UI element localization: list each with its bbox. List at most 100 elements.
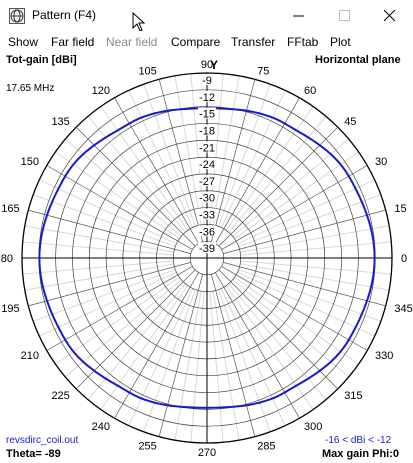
- angle-spoke: [75, 126, 196, 247]
- angle-tick-label: 150: [21, 156, 39, 168]
- minor-spoke: [39, 271, 177, 337]
- angle-spoke: [221, 266, 368, 351]
- minor-spoke: [228, 283, 327, 401]
- angle-spoke: [158, 274, 203, 437]
- tick-label-bg: [198, 158, 216, 170]
- angle-spoke: [114, 272, 199, 419]
- tick-label-bg: [198, 141, 216, 153]
- radial-tick-label: -12: [199, 92, 215, 104]
- minor-spoke: [22, 260, 174, 275]
- angle-tick-label: 300: [304, 421, 322, 433]
- minor-spoke: [128, 90, 194, 228]
- angle-spoke: [215, 272, 300, 419]
- minor-spoke: [209, 291, 224, 443]
- minor-spoke: [220, 288, 286, 426]
- minor-spoke: [128, 288, 194, 426]
- minor-spoke: [238, 194, 382, 247]
- minor-spoke: [64, 138, 182, 237]
- angle-spoke: [158, 79, 203, 242]
- angle-tick-label: 210: [21, 350, 39, 362]
- angle-tick-label: 225: [51, 390, 69, 402]
- angle-tick-label: 0: [401, 253, 407, 265]
- radial-tick-label: -30: [199, 193, 215, 205]
- menu-near-field[interactable]: Near field: [106, 35, 158, 49]
- menu-compare[interactable]: Compare: [171, 35, 221, 49]
- angle-tick-label: 315: [344, 390, 362, 402]
- menu-show[interactable]: Show: [8, 35, 39, 49]
- minor-spoke: [220, 90, 286, 228]
- minor-spoke: [240, 260, 392, 275]
- minor-spoke: [225, 106, 314, 231]
- menu-fftab[interactable]: FFtab: [287, 35, 319, 49]
- menu-bar: Show Far field Near field Compare Transf…: [0, 31, 413, 52]
- minor-spoke: [218, 83, 271, 227]
- polar-plot: 0 15 30 45 60 75 90 105 120 135 150 165 180 195 210 225…: [0, 59, 413, 459]
- minor-spoke: [218, 289, 271, 433]
- minor-spoke: [100, 106, 189, 231]
- mouse-cursor-icon: [132, 12, 146, 32]
- gain-trace: [38, 107, 376, 409]
- radial-tick-label: -15: [199, 109, 215, 121]
- minimize-button[interactable]: [276, 0, 322, 30]
- max-gain-label: Max gain Phi:0: [322, 448, 400, 460]
- tick-label-bg: [198, 90, 216, 102]
- close-button[interactable]: [367, 0, 413, 30]
- angle-spoke: [114, 97, 199, 244]
- minor-spoke: [55, 151, 180, 240]
- tick-label-bg: [198, 124, 216, 136]
- angle-spoke: [223, 209, 386, 254]
- minor-spoke: [55, 276, 180, 365]
- angle-spoke: [223, 262, 386, 307]
- minor-spoke: [237, 271, 375, 337]
- minor-spoke: [238, 269, 382, 322]
- minor-spoke: [64, 279, 182, 378]
- angle-tick-label: 345: [394, 303, 412, 315]
- tick-label-bg: [198, 208, 216, 220]
- angle-tick-label: 165: [1, 203, 19, 215]
- angle-spoke: [221, 165, 368, 250]
- minor-spoke: [225, 285, 314, 410]
- plot-area[interactable]: 0 15 30 45 60 75 90 105 120 135 150 165 180 195 210 225…: [0, 52, 413, 463]
- window-title: Pattern (F4): [32, 8, 97, 22]
- menu-plot[interactable]: Plot: [330, 35, 351, 49]
- tick-label-bg: [198, 242, 216, 254]
- menu-transfer[interactable]: Transfer: [231, 35, 276, 49]
- tick-label-bg: [198, 107, 216, 119]
- minor-spoke: [32, 194, 176, 247]
- angle-tick-label: 90: [201, 59, 213, 71]
- radial-tick-label: -18: [199, 126, 215, 138]
- radial-tick-label: -24: [199, 159, 215, 171]
- radial-tick-label: -27: [199, 176, 215, 188]
- minimize-icon: [293, 15, 304, 17]
- angle-tick-label: 75: [257, 66, 269, 78]
- angle-tick-label: 120: [92, 85, 110, 97]
- minor-spoke: [100, 285, 189, 410]
- angle-spoke: [46, 266, 193, 351]
- gain-range-label: -16 < dBi < -12: [325, 435, 392, 446]
- angle-spoke: [218, 269, 339, 390]
- minor-spoke: [24, 225, 174, 253]
- angle-spoke: [28, 262, 191, 307]
- tick-label-bg: [198, 74, 216, 85]
- minor-spoke: [87, 115, 186, 233]
- angle-tick-label: 270: [198, 447, 216, 459]
- frequency-label: 17.65 MHz: [6, 83, 55, 94]
- maximize-button[interactable]: [322, 0, 368, 30]
- tick-label-bg: [198, 191, 216, 203]
- minor-spoke: [212, 291, 240, 441]
- minor-spoke: [32, 269, 176, 322]
- minor-spoke: [234, 151, 359, 240]
- angle-tick-label: 135: [51, 116, 69, 128]
- angle-tick-label: 195: [1, 303, 19, 315]
- angle-spoke: [46, 165, 193, 250]
- angle-tick-label: 60: [304, 85, 316, 97]
- minor-spoke: [22, 241, 174, 256]
- angle-spoke: [211, 274, 256, 437]
- radial-tick-label: -36: [199, 226, 215, 238]
- title-bar: Pattern (F4): [0, 0, 413, 32]
- menu-far-field[interactable]: Far field: [51, 35, 95, 49]
- minor-spoke: [228, 115, 327, 233]
- minor-spoke: [24, 263, 174, 291]
- minor-spoke: [212, 75, 240, 225]
- maximize-icon: [339, 10, 350, 21]
